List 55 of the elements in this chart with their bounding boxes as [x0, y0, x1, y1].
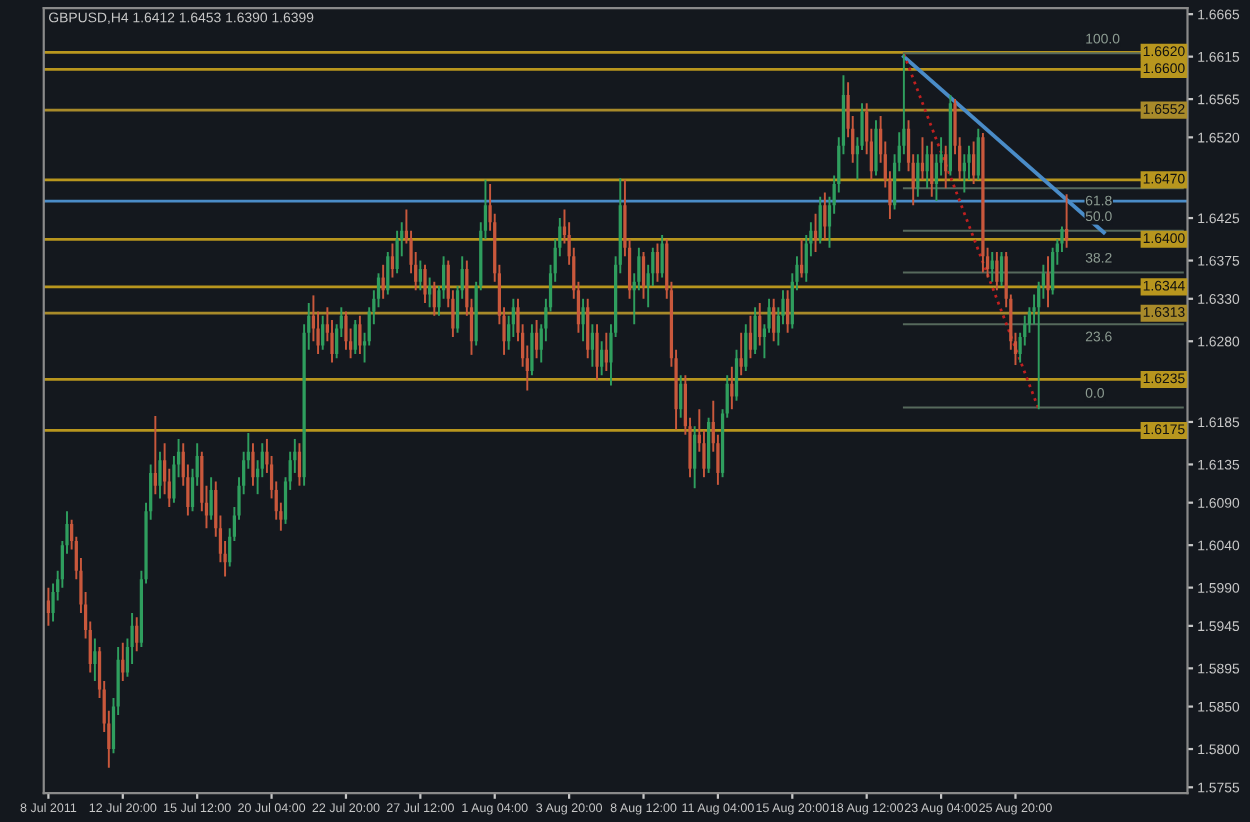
candlestick [595, 323, 599, 382]
candlestick [916, 153, 920, 198]
candlestick [772, 297, 776, 343]
candlestick [209, 476, 213, 521]
candlestick [386, 251, 390, 296]
candlestick [744, 323, 748, 372]
candlestick [874, 119, 878, 177]
candlestick [818, 195, 822, 245]
candlestick [1046, 255, 1050, 309]
candlestick [586, 297, 590, 360]
candlestick [121, 641, 125, 683]
candlestick [581, 297, 585, 343]
candlestick [976, 127, 980, 181]
candlestick [679, 374, 683, 419]
candlestick [999, 251, 1004, 287]
candlestick [251, 442, 255, 487]
candlestick [534, 319, 539, 360]
candlestick [395, 229, 399, 275]
candlestick [823, 191, 827, 241]
candlestick [418, 259, 422, 292]
candlestick [925, 144, 929, 190]
candlestick [530, 323, 534, 377]
candlestick [135, 616, 139, 653]
candlestick [930, 140, 934, 198]
candlestick [600, 340, 604, 377]
candlestick [734, 348, 739, 402]
candlestick [739, 331, 743, 377]
candlestick [321, 314, 325, 351]
candlestick [655, 242, 660, 283]
candlestick [297, 442, 302, 487]
candlestick [944, 144, 948, 190]
candlestick [660, 234, 664, 279]
candlestick [1051, 246, 1055, 296]
candlestick [93, 637, 97, 683]
candlestick [972, 140, 976, 186]
candlestick [693, 425, 697, 490]
candlestick [46, 586, 51, 627]
candlestick [432, 280, 436, 317]
candlestick [641, 251, 646, 300]
candlestick [153, 415, 157, 496]
candlestick [590, 323, 595, 368]
candlestick [158, 450, 162, 500]
candlestick [423, 263, 427, 304]
candlestick [706, 416, 711, 474]
candlestick [753, 306, 757, 355]
candlestick [344, 310, 348, 351]
candlestick [786, 289, 790, 334]
candlestick [428, 276, 432, 309]
candlestick [748, 314, 753, 360]
candlestick [353, 319, 357, 355]
candlestick [358, 314, 362, 355]
candlestick [758, 302, 762, 347]
candlestick [995, 251, 999, 292]
candlestick [1064, 193, 1069, 249]
candlestick [390, 242, 395, 279]
